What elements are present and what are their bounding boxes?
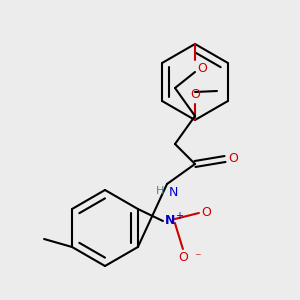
Text: ⁻: ⁻ <box>194 251 200 264</box>
Text: O: O <box>201 206 211 220</box>
Text: O: O <box>178 251 188 264</box>
Text: N: N <box>169 186 178 199</box>
Text: O: O <box>190 88 200 101</box>
Text: +: + <box>175 211 183 221</box>
Text: O: O <box>197 62 207 75</box>
Text: O: O <box>228 152 238 166</box>
Text: N: N <box>165 214 175 227</box>
Text: H: H <box>156 186 164 196</box>
